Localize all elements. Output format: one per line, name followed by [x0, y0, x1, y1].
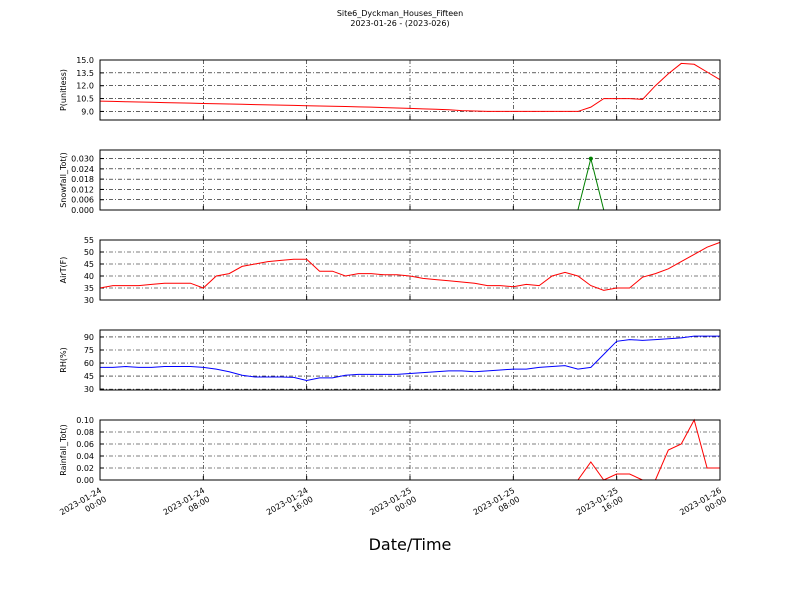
y-axis-label: AirT(F)	[59, 257, 68, 284]
figure-title: Site6_Dyckman_Houses_Fifteen	[337, 9, 463, 18]
x-tick-label: 2023-01-2400:00	[58, 486, 108, 526]
y-tick-label: 60	[84, 359, 94, 368]
x-tick-label: 2023-01-2508:00	[472, 486, 522, 526]
y-tick-label: 0.02	[76, 464, 94, 473]
x-tick-label: 2023-01-2516:00	[575, 486, 625, 526]
data-line	[100, 335, 720, 381]
y-axis-label: RH(%)	[59, 347, 68, 372]
y-tick-label: 0.000	[71, 206, 94, 215]
y-tick-label: 0.006	[71, 196, 94, 205]
y-tick-label: 45	[84, 260, 94, 269]
y-tick-label: 50	[84, 248, 94, 257]
x-tick-label: 2023-01-2500:00	[368, 486, 418, 526]
figure-subtitle: 2023-01-26 - (2023-026)	[350, 19, 449, 28]
y-axis-label: P(unitless)	[59, 69, 68, 111]
y-tick-label: 0.012	[71, 185, 94, 194]
y-tick-label: 45	[84, 372, 94, 381]
y-tick-label: 40	[84, 272, 94, 281]
y-tick-label: 30	[84, 385, 94, 394]
y-tick-label: 55	[84, 236, 94, 245]
plot-frame	[99, 329, 721, 391]
y-tick-label: 0.08	[76, 428, 94, 437]
y-tick-label: 13.5	[76, 69, 94, 78]
y-tick-label: 35	[84, 284, 94, 293]
plot-frame	[99, 239, 721, 301]
plot-frame	[99, 419, 721, 481]
y-tick-label: 0.00	[76, 476, 94, 485]
y-tick-label: 90	[84, 333, 94, 342]
y-tick-label: 0.04	[76, 452, 94, 461]
y-tick-label: 10.5	[76, 95, 94, 104]
x-tick-label: 2023-01-2600:00	[678, 486, 728, 526]
x-tick-label: 2023-01-2416:00	[265, 486, 315, 526]
y-tick-label: 0.018	[71, 175, 94, 184]
y-axis-label: Snowfall_Tot()	[59, 152, 68, 208]
y-tick-label: 0.030	[71, 155, 94, 164]
data-line	[99, 241, 721, 291]
y-tick-label: 75	[84, 346, 94, 355]
y-tick-label: 0.10	[76, 416, 94, 425]
y-tick-label: 0.024	[71, 165, 94, 174]
y-tick-label: 9.0	[81, 107, 94, 116]
y-tick-label: 12.0	[76, 82, 94, 91]
y-tick-label: 15.0	[76, 56, 94, 65]
data-point	[588, 156, 593, 161]
y-tick-label: 30	[84, 296, 94, 305]
x-tick-label: 2023-01-2408:00	[162, 486, 212, 526]
x-axis-label: Date/Time	[369, 535, 452, 554]
plot-frame	[99, 149, 721, 211]
y-tick-label: 0.06	[76, 440, 94, 449]
y-axis-label: Rainfall_Tot()	[59, 424, 68, 476]
plot-frame	[99, 59, 721, 121]
data-line	[100, 158, 720, 211]
data-line	[99, 62, 721, 112]
